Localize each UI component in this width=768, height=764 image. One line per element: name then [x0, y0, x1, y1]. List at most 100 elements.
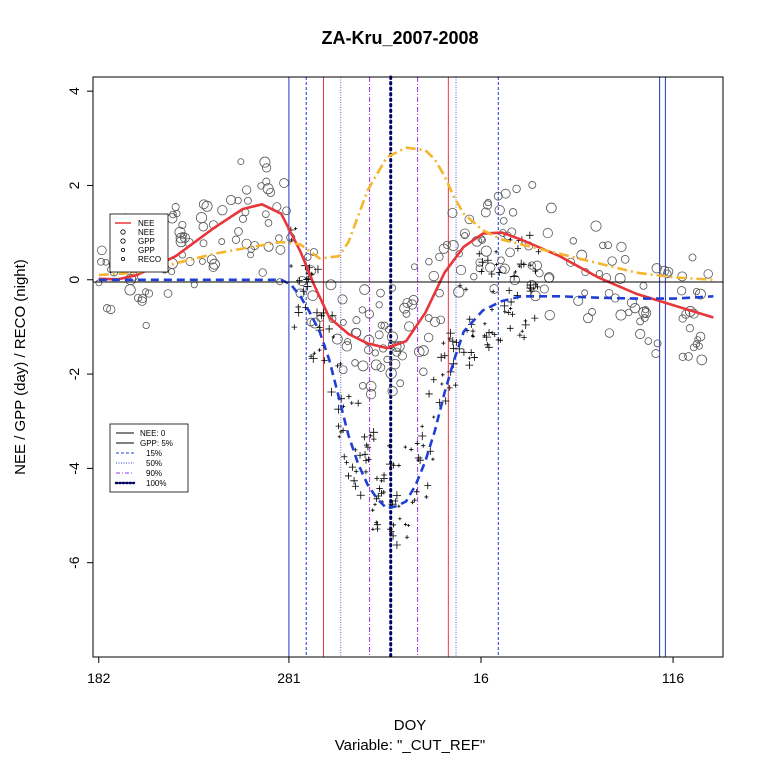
scatter-circle: [546, 202, 557, 214]
y-tick-label: 4: [66, 87, 82, 95]
scatter-plus: [531, 286, 536, 290]
scatter-circle: [478, 236, 486, 244]
scatter-plus: [407, 523, 411, 527]
scatter-plus: [371, 436, 377, 442]
scatter-plus: [485, 329, 493, 336]
scatter-circle: [341, 341, 353, 352]
scatter-plus: [470, 328, 476, 334]
legend-top: NEE NEE GPP GPP RECO: [109, 213, 169, 273]
scatter-circle: [234, 227, 243, 236]
scatter-plus: [424, 482, 432, 490]
scatter-plus: [289, 237, 294, 243]
scatter-plus: [356, 491, 365, 500]
scatter-circle: [142, 288, 150, 296]
scatter-circle: [303, 253, 312, 261]
legend-top-item-0: NEE: [138, 219, 154, 228]
scatter-plus: [371, 527, 375, 532]
scatter-plus: [374, 475, 380, 482]
scatter-circle: [499, 263, 510, 274]
scatter-circle: [397, 351, 407, 361]
scatter-plus: [490, 330, 495, 335]
scatter-plus: [356, 452, 364, 459]
scatter-circle: [266, 187, 276, 197]
scatter-plus: [338, 429, 343, 434]
scatter-circle: [137, 296, 147, 306]
scatter-circle: [635, 328, 646, 340]
scatter-circle: [512, 184, 521, 194]
scatter-circle: [237, 158, 245, 166]
scatter-plus: [313, 265, 323, 274]
series-reco-line: [98, 146, 714, 282]
scatter-plus: [426, 447, 435, 455]
scatter-plus: [521, 334, 527, 341]
scatter-plus: [441, 397, 450, 405]
scatter-plus: [410, 500, 415, 505]
scatter-circle: [344, 338, 352, 346]
scatter-circle: [247, 251, 254, 259]
scatter-circle: [388, 284, 397, 292]
scatter-circle: [263, 241, 274, 252]
scatter-plus: [344, 460, 349, 465]
scatter-plus: [318, 312, 325, 320]
scatter-plus: [441, 341, 446, 346]
scatter-plus: [327, 387, 336, 397]
scatter-circle: [461, 232, 469, 240]
x-tick-label: 281: [277, 670, 301, 686]
scatter-circle: [234, 196, 242, 205]
scatter-circle: [428, 270, 439, 282]
scatter-circle: [604, 241, 613, 250]
scatter-circle: [97, 257, 105, 266]
scatter-circle: [275, 234, 283, 243]
scatter-plus: [351, 482, 360, 490]
scatter-circle: [438, 243, 449, 254]
scatter-circle: [419, 367, 428, 376]
scatter-plus: [348, 463, 357, 471]
scatter-circle: [527, 261, 536, 270]
scatter-circle: [396, 379, 405, 388]
scatter-circle: [262, 177, 271, 186]
scatter-plus: [374, 520, 379, 525]
scatter-circle: [459, 228, 470, 239]
scatter-circle: [309, 317, 321, 329]
scatter-circle: [201, 200, 213, 212]
scatter-circle: [484, 198, 492, 207]
scatter-circle: [258, 268, 267, 277]
scatter-plus: [483, 321, 487, 326]
scatter-circle: [375, 301, 383, 309]
scatter-circle: [198, 199, 209, 210]
scatter-plus: [418, 431, 427, 441]
scatter-circle: [366, 389, 377, 400]
scatter-circle: [644, 337, 653, 345]
scatter-circle: [464, 214, 475, 225]
scatter-circle: [106, 304, 116, 315]
scatter-circle: [138, 294, 148, 304]
scatter-circle: [124, 284, 136, 296]
scatter-plus: [494, 249, 499, 254]
scatter-plus: [363, 469, 369, 475]
scatter-plus: [526, 231, 534, 240]
scatter-circle: [364, 345, 373, 355]
scatter-plus: [350, 476, 358, 485]
y-axis-title: NEE / GPP (day) / RECO (night): [12, 259, 29, 475]
scatter-plus: [453, 382, 459, 388]
scatter-circle: [447, 240, 459, 251]
scatter-plus: [467, 356, 472, 360]
scatter-circle: [539, 284, 549, 294]
scatter-circle: [684, 352, 693, 361]
scatter-plus: [505, 287, 513, 294]
scatter-circle: [588, 308, 596, 316]
series-gpp-line: [98, 278, 714, 510]
scatter-plus: [514, 245, 522, 252]
scatter-circle: [352, 316, 361, 325]
scatter-circle: [209, 258, 220, 270]
scatter-circle: [383, 355, 391, 364]
scatter-circle: [376, 363, 386, 372]
scatter-circle: [497, 256, 505, 265]
scatter-circle: [480, 207, 491, 218]
scatter-plus: [489, 307, 494, 312]
scatter-circle: [399, 302, 411, 314]
scatter-circle: [175, 236, 187, 248]
scatter-plus: [440, 373, 445, 377]
scatter-plus: [312, 351, 317, 355]
scatter-plus: [312, 308, 322, 318]
